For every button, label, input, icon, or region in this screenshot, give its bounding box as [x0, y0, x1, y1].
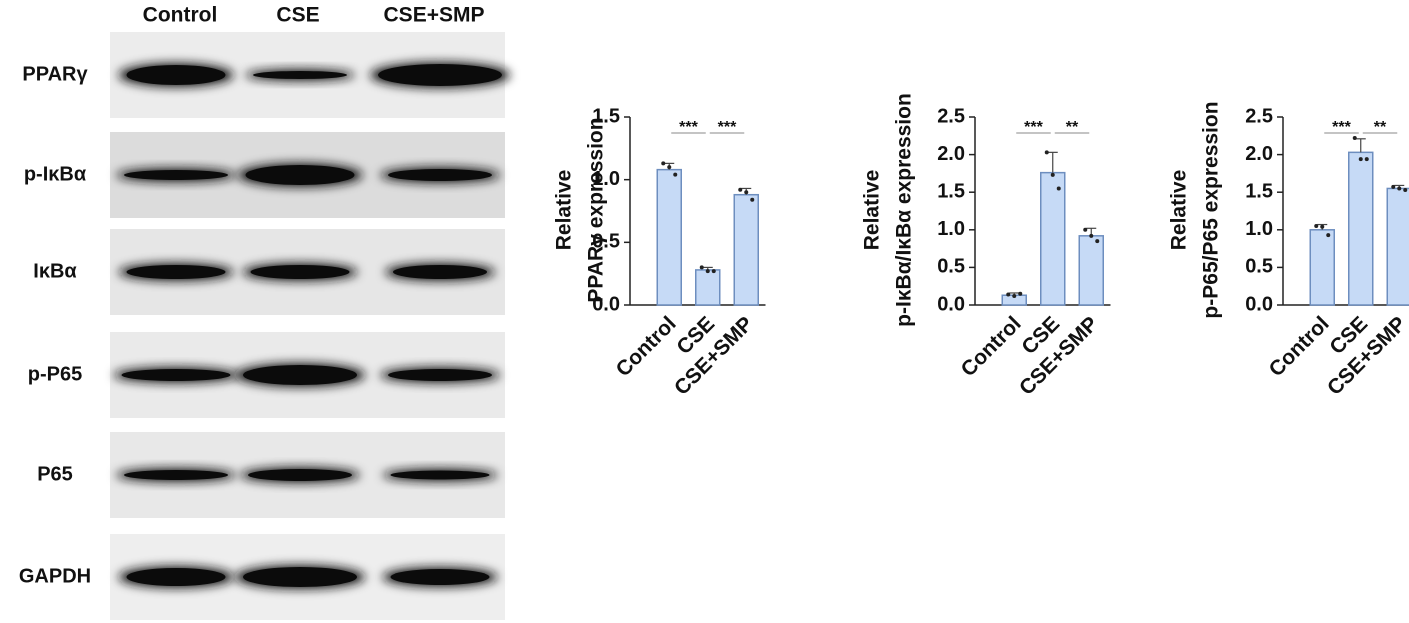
bar	[1386, 187, 1409, 306]
data-point	[1320, 224, 1325, 229]
bar	[1078, 235, 1104, 306]
band-core	[250, 265, 350, 279]
data-point	[1044, 150, 1049, 155]
x-tick-label: Control	[612, 312, 681, 381]
band-core	[388, 369, 492, 381]
bar-chart: Relative p-IκBα/IκBα expression 0.0 0.5 1.0 1…	[861, 93, 1111, 400]
y-tick-label: 1.5	[592, 105, 620, 127]
significance-label: **	[1374, 119, 1387, 136]
x-tick-label: Control	[1265, 312, 1334, 381]
row-label: PPARγ	[22, 63, 88, 85]
data-point	[705, 269, 710, 274]
row-label: GAPDH	[19, 565, 91, 587]
data-point	[1358, 157, 1363, 162]
y-tick-label: 1.0	[937, 218, 965, 240]
band-core	[248, 469, 352, 481]
band-core	[124, 170, 228, 180]
band-core	[121, 369, 231, 381]
bar-chart: Relative p-P65/P65 expression 0.0 0.5 1.0 1.5…	[1168, 101, 1409, 400]
data-point	[1397, 186, 1402, 191]
band-core	[378, 64, 502, 86]
significance-label: ***	[718, 119, 737, 136]
y-tick-label: 0.5	[937, 256, 965, 278]
data-point	[1083, 227, 1088, 232]
data-point	[1326, 233, 1331, 238]
y-axis-label: PPARγ expression	[585, 117, 608, 302]
data-point	[1056, 186, 1061, 191]
bar	[695, 269, 721, 306]
data-point	[699, 265, 704, 270]
y-axis-label: Relative	[861, 170, 884, 251]
row-label: p-P65	[28, 363, 82, 385]
row-label: P65	[37, 463, 73, 485]
data-point	[1314, 224, 1319, 229]
data-point	[738, 187, 743, 192]
data-point	[1050, 172, 1055, 177]
y-tick-label: 0.0	[592, 293, 620, 315]
y-tick-label: 2.5	[937, 105, 965, 127]
data-point	[744, 190, 749, 195]
band-core	[253, 71, 347, 79]
data-point	[667, 165, 672, 170]
data-point	[1391, 184, 1396, 189]
y-tick-label: 1.0	[592, 168, 620, 190]
significance-label: ***	[679, 119, 698, 136]
row-label: p-IκBα	[24, 163, 87, 185]
data-point	[1403, 187, 1408, 192]
band-core	[393, 265, 487, 279]
data-point	[673, 172, 678, 177]
y-axis-label: p-P65/P65 expression	[1200, 101, 1223, 318]
y-tick-label: 0.0	[937, 293, 965, 315]
band-core	[245, 165, 355, 185]
significance-label: ***	[1332, 119, 1351, 136]
y-tick-label: 2.0	[1245, 143, 1273, 165]
bar	[656, 168, 682, 306]
lane-label: Control	[143, 4, 218, 27]
data-point	[750, 197, 755, 202]
data-point	[1018, 291, 1023, 296]
y-axis-label: Relative	[553, 170, 576, 251]
band-core	[388, 169, 492, 181]
lane-label: CSE+SMP	[384, 4, 485, 27]
band-core	[243, 567, 357, 587]
band-core	[124, 470, 228, 480]
lane-label: CSE	[276, 4, 319, 27]
y-tick-label: 0.0	[1245, 293, 1273, 315]
data-point	[1006, 292, 1011, 297]
data-point	[1089, 233, 1094, 238]
y-axis-label: Relative	[1168, 170, 1191, 251]
y-tick-label: 1.5	[937, 180, 965, 202]
significance-label: ***	[1024, 119, 1043, 136]
y-axis-label: p-IκBα/IκBα expression	[893, 93, 916, 327]
band-core	[243, 365, 357, 385]
y-tick-label: 0.5	[1245, 256, 1273, 278]
bar	[1040, 171, 1066, 306]
y-tick-label: 0.5	[592, 231, 620, 253]
band-core	[126, 65, 226, 85]
significance-label: **	[1066, 119, 1079, 136]
band-core	[126, 568, 226, 586]
bar	[1348, 151, 1374, 306]
band-core	[390, 470, 490, 480]
y-tick-label: 1.0	[1245, 218, 1273, 240]
data-point	[661, 161, 666, 166]
x-tick-label: Control	[957, 312, 1026, 381]
y-tick-label: 2.0	[937, 143, 965, 165]
data-point	[1352, 136, 1357, 141]
y-tick-label: 2.5	[1245, 105, 1273, 127]
data-point	[1364, 157, 1369, 162]
band-core	[390, 569, 490, 585]
bar	[1309, 229, 1335, 306]
band-core	[126, 265, 226, 279]
data-point	[1012, 293, 1017, 298]
data-point	[1095, 239, 1100, 244]
bar	[733, 193, 759, 306]
row-label: IκBα	[33, 260, 77, 282]
y-tick-label: 1.5	[1245, 180, 1273, 202]
data-point	[711, 269, 716, 274]
